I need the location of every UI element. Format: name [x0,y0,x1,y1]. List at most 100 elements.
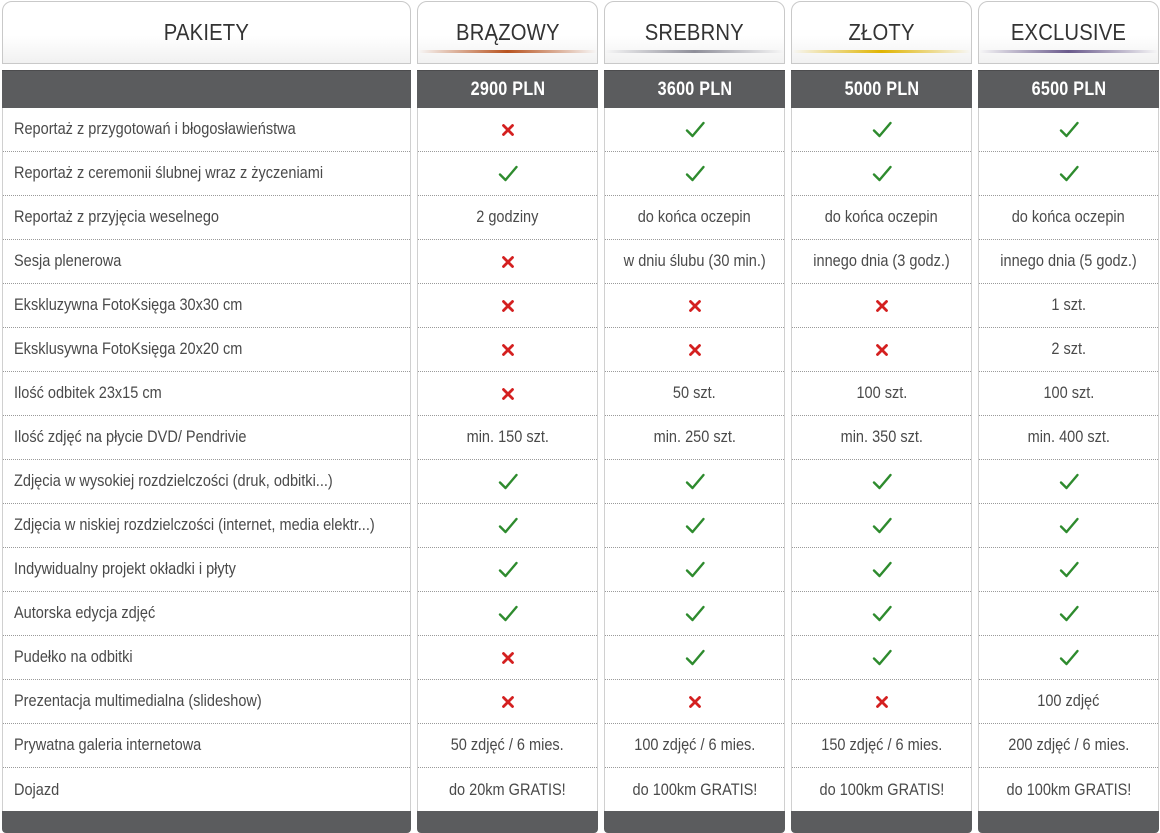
table-cell: 100 zdjęć [979,680,1158,724]
cell-value: do 20km GRATIS! [449,780,566,799]
cell-value: min. 150 szt. [466,428,549,446]
table-cell: 2 godziny [418,196,597,240]
table-cell: do 20km GRATIS! [418,768,597,812]
table-cell: do końca oczepin [792,196,971,240]
feature-label: Eksklusywna FotoKsięga 20x20 cm [14,340,243,358]
cell-value: innego dnia (5 godz.) [1000,252,1137,270]
cross-icon [684,691,706,713]
check-icon [497,515,519,537]
package-header: EXCLUSIVE [978,1,1159,64]
table-cell [979,592,1158,636]
table-cell [605,636,784,680]
cross-icon [871,691,893,713]
table-cell [792,680,971,724]
check-icon [1058,119,1080,141]
cell-value: 200 zdjęć / 6 mies. [1007,736,1130,754]
feature-label: Reportaż z przyjęcia weselnego [14,208,219,226]
header-label-column: PAKIETY [2,1,411,64]
cell-value: 100 szt. [856,384,907,402]
check-icon [684,119,706,141]
table-cell: 200 zdjęć / 6 mies. [979,724,1158,768]
table-cell [792,152,971,196]
price-band-empty [2,70,411,108]
feature-label: Autorska edycja zdjęć [14,604,156,622]
table-row: Indywidualny projekt okładki i płyty [3,548,410,592]
table-cell: innego dnia (3 godz.) [792,240,971,284]
cell-value: min. 250 szt. [653,428,736,446]
package-header: BRĄZOWY [417,1,598,64]
cell-value: do końca oczepin [824,208,939,226]
cell-value: do końca oczepin [637,208,752,226]
package-price: 5000 PLN [844,79,919,100]
cross-icon [497,119,519,141]
price-band: 6500 PLN [978,70,1159,108]
table-cell [418,240,597,284]
check-icon [684,515,706,537]
table-cell: 150 zdjęć / 6 mies. [792,724,971,768]
feature-label: Zdjęcia w wysokiej rozdzielczości (druk,… [14,472,333,490]
table-cell: 2 szt. [979,328,1158,372]
package-header: ZŁOTY [791,1,972,64]
check-icon [1058,647,1080,669]
table-cell: do końca oczepin [605,196,784,240]
table-cell: do 100km GRATIS! [979,768,1158,812]
features-body: Reportaż z przygotowań i błogosławieństw… [2,108,411,811]
table-row: Reportaż z przyjęcia weselnego [3,196,410,240]
table-cell [979,460,1158,504]
table-cell: 100 zdjęć / 6 mies. [605,724,784,768]
cell-value: 1 szt. [1051,296,1086,314]
table-cell [418,372,597,416]
check-icon [1058,603,1080,625]
footer-band [604,811,785,833]
check-icon [684,559,706,581]
cell-value: min. 350 szt. [840,428,923,446]
table-cell [792,108,971,152]
price-band: 2900 PLN [417,70,598,108]
table-row: Sesja plenerowa [3,240,410,284]
package-column-exclusive: EXCLUSIVE 6500 PLN do końca oczepin inneg… [978,0,1159,833]
table-cell [418,504,597,548]
check-icon [684,471,706,493]
table-cell: 100 szt. [979,372,1158,416]
table-cell: innego dnia (5 godz.) [979,240,1158,284]
table-cell: min. 150 szt. [418,416,597,460]
table-cell [605,284,784,328]
table-row: Ekskluzywna FotoKsięga 30x30 cm [3,284,410,328]
table-cell: 100 szt. [792,372,971,416]
cross-icon [871,339,893,361]
cross-icon [684,295,706,317]
feature-label: Prywatna galeria internetowa [14,736,202,754]
cell-value: innego dnia (3 godz.) [813,252,950,270]
accent-line [418,50,597,53]
package-price: 3600 PLN [657,79,732,100]
package-name: BRĄZOWY [455,19,560,45]
table-cell: min. 250 szt. [605,416,784,460]
table-row: Prywatna galeria internetowa [3,724,410,768]
table-row: Ilość zdjęć na płycie DVD/ Pendrivie [3,416,410,460]
table-cell: w dniu ślubu (30 min.) [605,240,784,284]
footer-band [2,811,411,833]
table-cell [418,152,597,196]
table-row: Autorska edycja zdjęć [3,592,410,636]
table-cell [418,636,597,680]
table-cell [418,108,597,152]
cross-icon [684,339,706,361]
table-row: Prezentacja multimedialna (slideshow) [3,680,410,724]
table-cell: 50 zdjęć / 6 mies. [418,724,597,768]
cell-value: do końca oczepin [1011,208,1126,226]
feature-label: Ilość zdjęć na płycie DVD/ Pendrivie [14,428,247,446]
table-cell [418,460,597,504]
cell-value: 2 szt. [1051,340,1086,358]
table-cell: min. 350 szt. [792,416,971,460]
cell-value: 100 zdjęć / 6 mies. [633,736,756,754]
feature-label: Prezentacja multimedialna (slideshow) [14,692,262,710]
feature-label: Zdjęcia w niskiej rozdzielczości (intern… [14,516,375,534]
cell-value: 50 zdjęć / 6 mies. [451,736,564,754]
cell-value: 50 szt. [673,384,716,402]
table-cell [792,504,971,548]
feature-label: Reportaż z ceremonii ślubnej wraz z życz… [14,164,324,182]
check-icon [871,163,893,185]
package-body: do końca oczepin innego dnia (3 godz.) 100… [791,108,972,811]
table-cell [605,108,784,152]
table-cell [418,328,597,372]
